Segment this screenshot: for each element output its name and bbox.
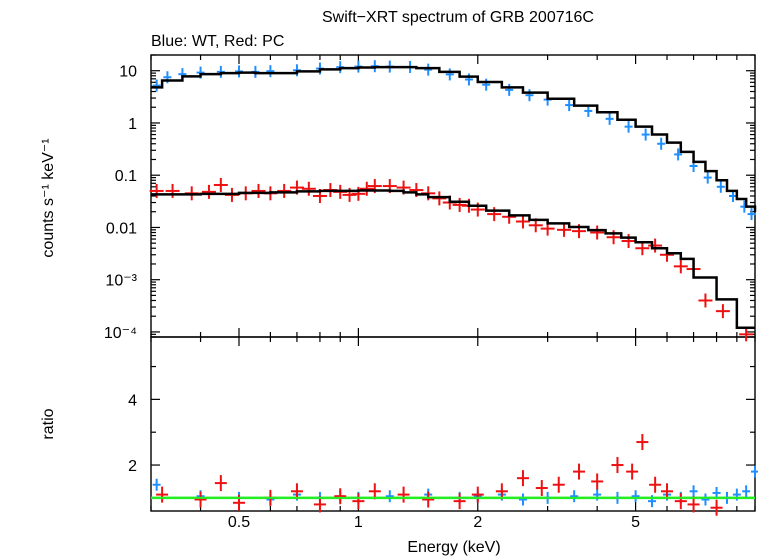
ratio-point-pc	[471, 486, 484, 503]
spectrum-model-group	[151, 65, 757, 330]
ratio-point-pc	[710, 499, 723, 516]
ratio-point-pc	[352, 493, 365, 510]
ratio-point-pc	[156, 486, 169, 503]
ratio-point-pc	[214, 475, 227, 492]
ratio-point-wt	[570, 490, 579, 503]
data-point-wt	[482, 78, 491, 91]
ratio-point-wt	[689, 485, 698, 498]
data-point-wt	[703, 171, 712, 184]
x-tick-label: 5	[631, 514, 640, 531]
ratio-point-wt	[152, 478, 161, 491]
data-point-wt	[152, 79, 161, 92]
ratio-point-pc	[636, 434, 649, 451]
ratio-point-pc	[495, 483, 508, 500]
data-point-pc	[359, 181, 374, 196]
chart-subtitle: Blue: WT, Red: PC	[151, 33, 284, 50]
data-point-wt	[641, 128, 650, 141]
data-point-wt	[445, 68, 454, 81]
data-point-wt	[716, 180, 725, 193]
data-point-pc	[698, 293, 713, 308]
spectrum-y-tick-label: 10	[119, 64, 137, 81]
ratio-point-pc	[649, 476, 662, 493]
ratio-y-axis-label: ratio	[40, 408, 57, 439]
spectrum-panel-frame	[150, 54, 756, 338]
ratio-point-wt	[742, 485, 751, 498]
data-point-pc	[648, 238, 663, 253]
ratio-point-pc	[611, 457, 624, 474]
ratio-point-pc	[687, 496, 700, 513]
data-point-wt	[657, 137, 666, 150]
data-point-wt	[266, 65, 275, 78]
ratio-point-wt	[751, 465, 758, 478]
ratio-point-pc	[591, 473, 604, 490]
x-axis-label: Energy (keV)	[407, 539, 500, 556]
ratio-point-pc	[516, 470, 529, 487]
data-point-pc	[165, 183, 180, 198]
ratio-point-pc	[290, 483, 303, 500]
data-point-wt	[584, 104, 593, 117]
data-point-pc	[487, 207, 502, 222]
ratio-point-pc	[397, 486, 410, 503]
data-point-pc	[621, 234, 636, 249]
ratio-point-pc	[422, 491, 435, 508]
data-point-wt	[605, 112, 614, 125]
data-point-pc	[251, 183, 266, 198]
spectrum-y-tick-label: 10⁻³	[105, 273, 137, 290]
ratio-point-pc	[453, 493, 466, 510]
model-line-wt-model	[151, 65, 757, 212]
ratio-point-wt	[631, 490, 640, 503]
spectrum-y-tick-label: 1	[128, 116, 137, 133]
spectrum-y-tick-label: 0.1	[115, 168, 137, 185]
x-tick-label: 0.5	[228, 514, 250, 531]
data-point-pc	[213, 177, 228, 192]
ratio-point-wt	[518, 493, 527, 506]
spectrum-y-tick-label: 0.01	[106, 220, 137, 237]
data-point-wt	[525, 89, 534, 102]
data-point-wt	[674, 148, 683, 161]
ratio-y-tick-label: 2	[128, 458, 137, 475]
data-point-pc	[673, 259, 688, 274]
spectrum-y-axis-label: counts s⁻¹ keV⁻¹	[40, 138, 57, 257]
data-point-pc	[590, 225, 605, 240]
data-point-wt	[565, 99, 574, 112]
data-point-wt	[624, 120, 633, 133]
x-tick-label: 2	[473, 514, 482, 531]
x-tick-label: 1	[354, 514, 363, 531]
ratio-point-pc	[334, 488, 347, 505]
ratio-point-pc	[661, 483, 674, 500]
ratio-point-pc	[626, 463, 639, 480]
data-point-wt	[505, 83, 514, 96]
ratio-point-pc	[313, 496, 326, 513]
ratio-point-wt	[701, 493, 710, 506]
data-point-pc	[201, 184, 216, 199]
ratio-point-pc	[368, 483, 381, 500]
chart-title: Swift−XRT spectrum of GRB 200716C	[322, 9, 594, 26]
data-point-wt	[424, 63, 433, 76]
data-point-pc	[635, 241, 650, 256]
ratio-point-pc	[573, 463, 586, 480]
ratio-point-pc	[194, 491, 207, 508]
ratio-data-group	[151, 434, 758, 516]
ratio-point-wt	[385, 490, 394, 503]
ratio-point-pc	[552, 476, 565, 493]
axis-ticks	[150, 54, 756, 511]
data-point-pc	[351, 186, 366, 201]
data-point-pc	[715, 304, 730, 319]
data-point-pc	[557, 222, 572, 237]
ratio-y-tick-label: 4	[128, 392, 137, 409]
data-point-pc	[277, 183, 292, 198]
data-point-wt	[747, 208, 756, 221]
ratio-point-pc	[535, 480, 548, 497]
data-point-pc	[301, 181, 316, 196]
tick-labels: 0.5 1 2 5 10 1 0.1 0.01 10⁻³ 10⁻⁴ 2 4	[104, 64, 640, 531]
model-line-pc-model	[151, 189, 755, 330]
data-point-pc	[739, 327, 754, 342]
spectrum-y-tick-label: 10⁻⁴	[104, 325, 137, 342]
data-point-wt	[464, 73, 473, 86]
ratio-panel-frame	[150, 336, 756, 512]
data-point-pc	[515, 214, 530, 229]
ratio-point-pc	[674, 493, 687, 510]
